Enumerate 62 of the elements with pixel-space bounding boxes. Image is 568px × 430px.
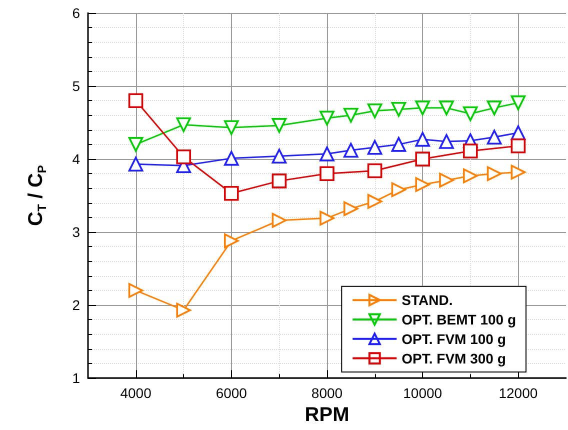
point (128, 137, 144, 152)
y-tick-label: 4 (72, 151, 80, 168)
point (439, 134, 454, 149)
point (415, 132, 430, 147)
y-tick-label: 6 (72, 5, 80, 21)
point (486, 100, 502, 116)
point (367, 140, 382, 155)
y-tick-label: 3 (72, 224, 80, 240)
legend-label: OPT. FVM 300 g (402, 350, 506, 366)
y-axis-title: CT / CP (25, 165, 49, 226)
point (272, 148, 287, 164)
point (176, 302, 191, 318)
point (272, 174, 287, 188)
y-tick-label: 1 (72, 370, 80, 386)
legend-label: OPT. BEMT 100 g (402, 312, 516, 328)
point (272, 118, 287, 133)
point (320, 110, 334, 126)
point (224, 186, 239, 201)
point (510, 138, 526, 154)
x-axis-title: RPM (304, 404, 350, 426)
point (224, 233, 239, 248)
point (463, 144, 478, 158)
point (320, 210, 334, 226)
point (367, 103, 382, 118)
point (224, 150, 239, 166)
point (176, 117, 191, 132)
point (391, 182, 406, 198)
point (367, 194, 382, 209)
y-tick-label: 5 (72, 78, 80, 94)
point (128, 283, 144, 298)
point (344, 108, 358, 123)
point (320, 146, 334, 162)
point (344, 201, 358, 216)
x-tick-label: 12000 (498, 385, 538, 402)
point (415, 177, 430, 192)
x-tick-label: 8000 (311, 385, 343, 402)
point (439, 172, 454, 188)
point (176, 149, 191, 164)
point (391, 137, 406, 152)
point (486, 130, 502, 145)
x-tick-label: 10000 (403, 385, 442, 402)
point (510, 95, 526, 110)
point (463, 168, 478, 184)
point (439, 100, 454, 116)
point (367, 163, 382, 178)
point (463, 106, 478, 122)
point (344, 142, 358, 158)
x-tick-label: 6000 (216, 385, 248, 402)
point (128, 156, 144, 172)
x-tick-label: 4000 (120, 385, 152, 402)
point (415, 152, 430, 166)
legend-label: OPT. FVM 100 g (402, 330, 506, 347)
point (224, 120, 239, 136)
point (391, 102, 406, 117)
legend-label: STAND. (402, 292, 453, 308)
y-tick-label: 2 (72, 297, 80, 314)
point (128, 93, 144, 108)
point (510, 164, 526, 180)
point (320, 166, 334, 182)
point (415, 100, 430, 116)
point (272, 212, 287, 228)
point (486, 166, 502, 182)
